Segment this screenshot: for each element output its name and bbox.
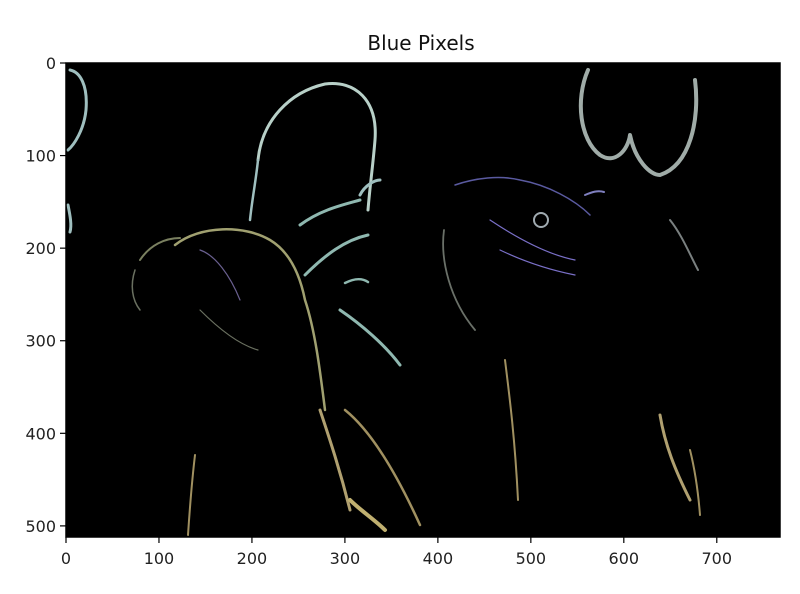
image-background [66, 63, 780, 537]
edge-feather-tip [358, 178, 382, 197]
edge-right-parrot-crown [584, 190, 605, 196]
edge-left-parrot-eye-area [199, 249, 241, 301]
edge-right-beak [442, 229, 476, 331]
y-tick-label: 300 [25, 332, 56, 351]
edge-left-body-1 [318, 408, 352, 512]
edge-overlay [66, 68, 701, 536]
edge-left-parrot-back [173, 228, 327, 412]
edge-left-fragment [66, 203, 73, 234]
edge-feather-stripe-1 [298, 198, 362, 227]
edge-left-parrot-head-top [139, 237, 181, 261]
y-tick-label: 500 [25, 517, 56, 536]
x-tick-label: 700 [702, 549, 733, 568]
x-tick-label: 600 [609, 549, 640, 568]
edge-feather-stripe-3 [343, 277, 370, 285]
edge-left-body-3 [348, 498, 387, 532]
edge-right-parrot-face-1 [489, 219, 576, 261]
x-axis: 0 100 200 300 400 500 600 700 [61, 537, 732, 568]
edge-feather-stripe-4 [338, 308, 402, 367]
edge-right-parrot-neck [669, 219, 699, 271]
y-tick-label: 0 [46, 54, 56, 73]
edge-right-body-2 [658, 413, 692, 502]
edge-right-body-3 [689, 449, 701, 516]
axes-frame [65, 62, 781, 538]
edge-right-parrot-face-2 [499, 249, 576, 276]
x-tick-label: 0 [61, 549, 71, 568]
plot-area [65, 62, 781, 538]
edge-right-parrot-head-top [454, 176, 591, 216]
x-tick-label: 300 [330, 549, 361, 568]
y-tick-label: 200 [25, 239, 56, 258]
edge-left-wing [187, 454, 196, 536]
chart-title: Blue Pixels [367, 31, 474, 55]
edge-left-parrot-chin [199, 309, 259, 351]
x-tick-label: 200 [237, 549, 268, 568]
edge-right-body-1 [504, 359, 519, 501]
edge-feather-stripe-2 [303, 233, 370, 277]
edge-left-beak [131, 269, 141, 311]
x-tick-label: 400 [423, 549, 454, 568]
edge-left-feather-outline [256, 82, 377, 212]
edge-right-parrot-eye [533, 212, 549, 228]
edge-top-left [66, 68, 88, 152]
x-tick-label: 100 [144, 549, 175, 568]
edge-left-feather-inner [248, 158, 260, 222]
y-tick-label: 400 [25, 424, 56, 443]
edge-left-body-2 [343, 408, 422, 527]
x-tick-label: 500 [516, 549, 547, 568]
y-tick-label: 100 [25, 147, 56, 166]
edge-right-feather [578, 68, 699, 177]
y-axis: 0 100 200 300 400 500 [25, 54, 66, 536]
